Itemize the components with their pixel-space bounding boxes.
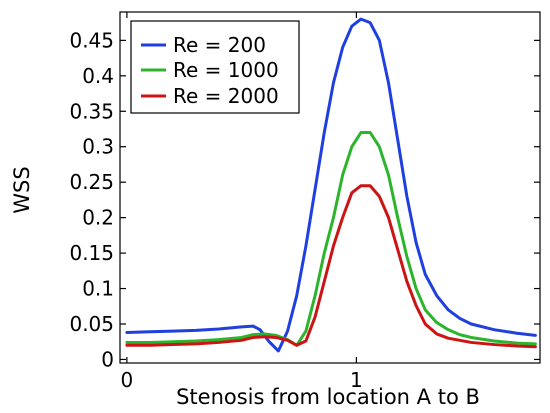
- series-line-re-1000: [125, 131, 537, 347]
- series-line-re-200: [125, 17, 537, 353]
- y-tick-label: 0: [101, 347, 114, 371]
- series-line-re-2000: [125, 184, 537, 349]
- y-tick-label: 0.05: [69, 312, 114, 336]
- legend: Re = 200 Re = 1000 Re = 2000: [130, 20, 300, 114]
- x-tick-label: 0: [121, 368, 134, 392]
- x-tick-label: 1: [350, 368, 363, 392]
- legend-label-re-2000: Re = 2000: [173, 84, 279, 108]
- y-tick-label: 0.3: [82, 135, 114, 159]
- y-tick-label: 0.2: [82, 206, 114, 230]
- y-axis-title: WSS: [10, 166, 34, 213]
- x-axis-title: Stenosis from location A to B: [176, 385, 480, 409]
- legend-label-re-1000: Re = 1000: [173, 58, 279, 82]
- y-tick-label: 0.25: [69, 170, 114, 194]
- y-tick-label: 0.15: [69, 241, 114, 265]
- y-tick-label: 0.45: [69, 28, 114, 52]
- y-tick-label: 0.4: [82, 64, 114, 88]
- legend-label-re-200: Re = 200: [173, 33, 266, 57]
- y-tick-label: 0.35: [69, 99, 114, 123]
- legend-box: [130, 20, 300, 114]
- y-tick-label: 0.1: [82, 277, 114, 301]
